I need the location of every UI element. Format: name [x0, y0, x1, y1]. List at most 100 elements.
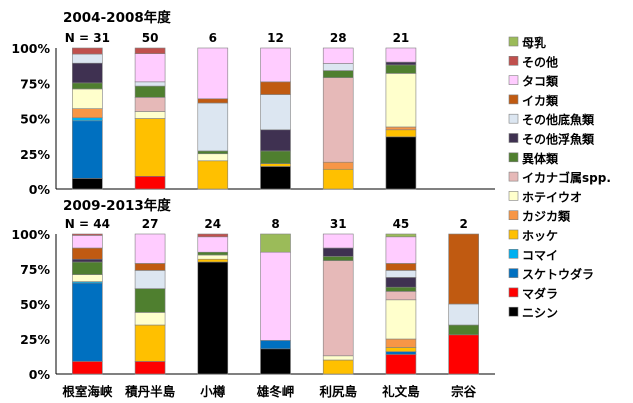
- bar-segment: [135, 312, 165, 325]
- bar-segment: [198, 151, 228, 154]
- bar-segment: [72, 63, 102, 83]
- legend-label: マダラ: [522, 286, 558, 301]
- bar-segment: [72, 248, 102, 259]
- x-tick-label: 宗谷: [451, 384, 477, 399]
- bar-segment: [386, 62, 416, 65]
- bar-segment: [135, 289, 165, 313]
- sample-size-label: 24: [204, 217, 221, 231]
- legend-swatch: [509, 211, 518, 220]
- legend-swatch: [509, 269, 518, 278]
- bar-segment: [323, 248, 353, 256]
- panel-2004-2008: 2004-2008年度 0% 25% 50% 75% 100% N = 31 50 6 12 28…: [11, 9, 495, 197]
- bar-segment: [198, 154, 228, 161]
- y-tick-label: 75%: [20, 262, 50, 277]
- bar-segment: [135, 176, 165, 189]
- bar-segment: [72, 89, 102, 109]
- bar-segment: [323, 78, 353, 163]
- bar-segment: [261, 164, 291, 167]
- bar-segment: [386, 237, 416, 264]
- legend-swatch: [509, 191, 518, 200]
- bar-segment: [323, 234, 353, 248]
- bar-segment: [72, 121, 102, 179]
- x-tick-label: 積丹半島: [124, 384, 176, 399]
- y-tick-label: 25%: [20, 147, 50, 162]
- bar-segment: [198, 252, 228, 255]
- bar-segment: [386, 263, 416, 270]
- bar-segment: [386, 339, 416, 347]
- legend-swatch: [509, 76, 518, 85]
- legend-label: タコ類: [522, 74, 559, 89]
- legend-label: イカ類: [522, 93, 559, 108]
- bar-segment: [72, 178, 102, 189]
- bar-segment: [198, 237, 228, 252]
- bar-segment: [449, 335, 479, 374]
- bar-segment: [198, 99, 228, 103]
- x-tick-label: 利尻島: [319, 384, 357, 399]
- bar-segment: [386, 234, 416, 237]
- bar-segment: [261, 252, 291, 340]
- bar-segment: [386, 137, 416, 189]
- bar-segment: [135, 325, 165, 361]
- bar-segment: [135, 86, 165, 97]
- bar-segment: [72, 118, 102, 121]
- bar-segment: [72, 235, 102, 248]
- bar-segment: [261, 48, 291, 82]
- bar-segment: [72, 275, 102, 282]
- bar-segment: [135, 119, 165, 177]
- y-tick-label: 100%: [11, 41, 50, 56]
- sample-size-label: 31: [330, 217, 347, 231]
- legend-label: ホッケ: [522, 229, 558, 243]
- y-tick-label: 50%: [20, 297, 50, 312]
- bar-segment: [198, 48, 228, 99]
- legend-label: ニシン: [522, 306, 558, 320]
- bar-segment: [386, 300, 416, 339]
- x-tick-label: 雄冬岬: [256, 384, 295, 399]
- bar-segment: [386, 48, 416, 62]
- bar-segment: [323, 256, 353, 260]
- bar-segment: [386, 130, 416, 137]
- bar-segment: [261, 82, 291, 95]
- bar-segment: [386, 352, 416, 355]
- bar-segment: [72, 259, 102, 262]
- bar-segment: [135, 111, 165, 118]
- y-tick-label: 0%: [29, 367, 51, 382]
- y-tick-label: 100%: [11, 227, 50, 242]
- legend-label: イカナゴ属spp.: [522, 170, 611, 185]
- bar-segment: [135, 82, 165, 86]
- bar-segment: [449, 325, 479, 335]
- legend-label: ホテイウオ: [522, 190, 582, 204]
- sample-size-label: N = 31: [65, 31, 110, 45]
- bar-segment: [72, 361, 102, 374]
- bar-segment: [135, 48, 165, 54]
- legend-label: 母乳: [522, 35, 546, 50]
- sample-size-label: 28: [330, 31, 347, 45]
- sample-size-label: 2: [459, 217, 467, 231]
- bar-segment: [323, 356, 353, 360]
- x-tick-label: 小樽: [199, 384, 226, 399]
- bar-segment: [386, 270, 416, 277]
- legend-swatch: [509, 114, 518, 123]
- bar-segment: [72, 109, 102, 118]
- panel-title: 2009-2013年度: [63, 197, 171, 214]
- legend-swatch: [509, 134, 518, 143]
- bar-segment: [198, 103, 228, 151]
- bar-segment: [261, 151, 291, 164]
- bar-segment: [72, 283, 102, 361]
- bar-segment: [386, 287, 416, 291]
- bar-segment: [323, 162, 353, 169]
- x-tick-label: 礼文島: [382, 384, 420, 399]
- bar-segment: [386, 291, 416, 299]
- x-axis-categories: 根室海峡 積丹半島 小樽 雄冬岬 利尻島 礼文島 宗谷: [62, 384, 476, 399]
- bar-segment: [72, 48, 102, 54]
- legend-swatch: [509, 307, 518, 316]
- sample-size-label: 50: [142, 31, 159, 45]
- bar-segment: [323, 360, 353, 374]
- sample-size-label: 8: [271, 217, 279, 231]
- y-tick-label: 25%: [20, 332, 50, 347]
- legend-label: コマイ: [522, 248, 558, 262]
- bar-segment: [323, 261, 353, 356]
- bar-segment: [135, 234, 165, 263]
- bar-segment: [198, 259, 228, 262]
- bar-segment: [198, 161, 228, 189]
